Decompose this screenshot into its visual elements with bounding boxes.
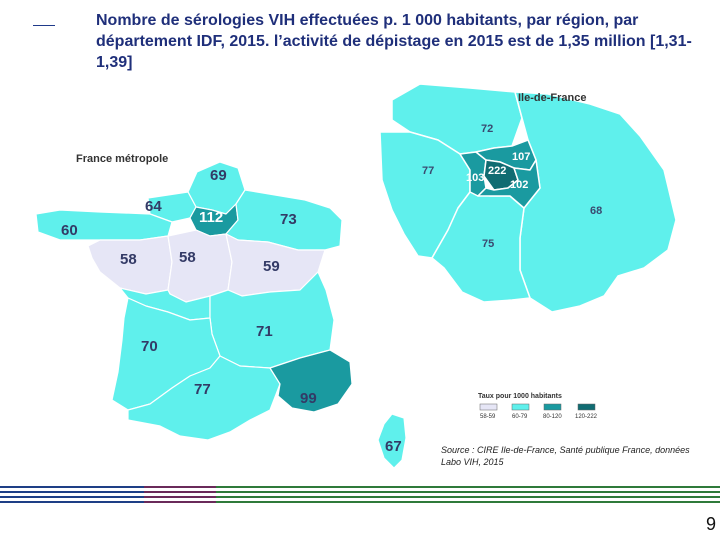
label-ile-de-france: 112 — [199, 209, 223, 226]
page-title: Nombre de sérologies VIH effectuées p. 1… — [96, 12, 692, 71]
label-centre: 58 — [179, 249, 196, 266]
legend-label: 80-120 — [543, 414, 562, 420]
label-essonne: 75 — [482, 238, 494, 250]
france-region-labels: 69 64 60 112 73 58 58 59 71 70 77 99 67 — [61, 167, 402, 455]
label-val-d-oise: 72 — [481, 123, 493, 135]
legend: Taux pour 1000 habitants 58-59 60-79 80-… — [478, 393, 598, 420]
idf-map — [379, 83, 677, 313]
region-corse[interactable] — [377, 413, 407, 469]
region-centre[interactable] — [167, 229, 233, 303]
source-note: Source : CIRE Ile-de-France, Santé publi… — [441, 445, 690, 467]
legend-label: 120-222 — [575, 414, 598, 420]
page-number: 9 — [705, 514, 716, 534]
title-dash — [33, 25, 55, 26]
legend-title: Taux pour 1000 habitants — [478, 393, 562, 400]
legend-label: 58-59 — [480, 414, 496, 420]
legend-swatch — [511, 403, 530, 411]
label-aquitaine-limousin-poitou: 70 — [141, 338, 158, 355]
dept-seine-et-marne[interactable] — [514, 91, 677, 313]
label-nord-pas-de-calais-picardie: 69 — [210, 167, 227, 184]
label-bourgogne-franche-comte: 59 — [263, 258, 280, 275]
label-haute-normandie: 64 — [145, 198, 162, 215]
footer-stripe — [0, 501, 720, 503]
france-map-title: France métropole — [76, 153, 168, 165]
label-paca: 99 — [300, 390, 317, 407]
label-yvelines: 77 — [422, 165, 434, 177]
legend-swatch — [543, 403, 562, 411]
footer-stripe — [0, 491, 720, 493]
legend-item: 58-59 — [479, 403, 498, 420]
label-languedoc-midi-pyrenees: 77 — [194, 381, 211, 398]
legend-item: 60-79 — [511, 403, 530, 420]
label-auvergne-rhone-alpes: 71 — [256, 323, 273, 340]
footer-stripe — [0, 496, 720, 498]
label-basse-normandie: 60 — [61, 222, 78, 239]
footer-stripe — [0, 486, 720, 488]
label-alsace-champagne-lorraine: 73 — [280, 211, 297, 228]
label-hauts-de-seine: 103 — [466, 172, 484, 184]
idf-dept-labels: 72 77 68 75 103 222 107 102 — [422, 123, 602, 250]
dept-val-de-marne[interactable] — [477, 159, 541, 209]
label-seine-saint-denis: 107 — [512, 151, 530, 163]
legend-item: 120-222 — [575, 403, 598, 420]
label-val-de-marne: 102 — [510, 179, 528, 191]
region-paca[interactable] — [269, 349, 353, 413]
region-languedoc-midi-pyrenees[interactable] — [127, 355, 281, 441]
idf-map-title: Ile-de-France — [518, 92, 586, 104]
france-map — [35, 161, 407, 469]
legend-item: 80-120 — [543, 403, 562, 420]
label-paris: 222 — [488, 165, 506, 177]
footer-stripes — [0, 486, 720, 506]
label-seine-et-marne: 68 — [590, 205, 602, 217]
legend-swatch — [577, 403, 596, 411]
legend-swatch — [479, 403, 498, 411]
legend-label: 60-79 — [512, 414, 528, 420]
label-corse: 67 — [385, 438, 402, 455]
label-bretagne: 58 — [120, 251, 137, 268]
